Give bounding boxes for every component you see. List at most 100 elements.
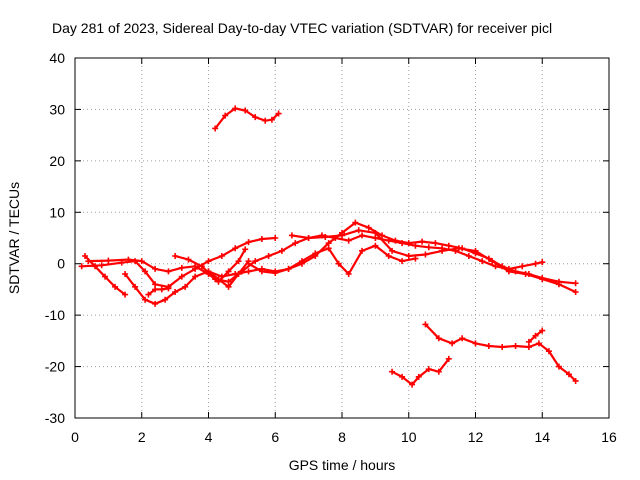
data-point xyxy=(445,242,452,249)
data-point xyxy=(432,240,439,247)
data-point xyxy=(212,276,219,283)
data-point xyxy=(232,245,239,252)
data-point xyxy=(125,256,132,263)
data-point xyxy=(539,259,546,266)
data-point xyxy=(345,271,352,277)
data-point xyxy=(268,116,275,123)
data-point xyxy=(182,283,189,290)
data-point xyxy=(292,240,299,247)
data-point xyxy=(459,335,466,342)
y-tick-label: 20 xyxy=(49,153,65,169)
data-point xyxy=(185,256,192,263)
data-point xyxy=(288,232,295,239)
data-point xyxy=(192,263,199,270)
data-point xyxy=(198,263,205,270)
y-tick-label: -10 xyxy=(45,307,65,323)
data-point xyxy=(422,251,429,258)
data-point xyxy=(472,340,479,347)
data-point xyxy=(112,283,119,290)
data-point xyxy=(252,114,259,121)
data-point xyxy=(122,291,129,298)
data-point xyxy=(222,112,229,119)
data-point xyxy=(258,236,265,243)
data-point xyxy=(435,368,442,375)
data-point xyxy=(262,117,269,124)
data-point xyxy=(372,229,379,236)
data-point xyxy=(522,271,529,277)
data-point xyxy=(512,343,519,349)
data-point xyxy=(555,363,562,370)
data-point xyxy=(405,253,412,259)
data-point xyxy=(415,373,422,380)
y-tick-label: 0 xyxy=(57,256,65,272)
data-point xyxy=(178,264,185,271)
data-point xyxy=(258,268,265,275)
data-point xyxy=(275,110,282,117)
data-point xyxy=(532,260,539,267)
data-point xyxy=(172,253,179,259)
data-point xyxy=(339,232,345,239)
data-point xyxy=(455,245,462,252)
data-point xyxy=(158,286,165,293)
data-point xyxy=(325,245,332,252)
data-point xyxy=(472,247,479,254)
x-axis-label: GPS time / hours xyxy=(289,457,396,473)
y-tick-label: -30 xyxy=(45,410,65,426)
data-point xyxy=(105,257,112,264)
data-point xyxy=(265,253,272,259)
data-point xyxy=(232,105,239,112)
data-point xyxy=(359,247,366,254)
data-point xyxy=(178,273,185,280)
data-point xyxy=(345,237,352,244)
series-line-s11 xyxy=(424,323,577,383)
data-point xyxy=(389,368,396,375)
data-point xyxy=(152,300,159,307)
data-point xyxy=(365,224,372,231)
x-axis: 0 2 4 6 8 10 12 14 16 xyxy=(71,58,617,445)
data-point xyxy=(172,289,179,295)
y-tick-label: 10 xyxy=(49,204,65,220)
data-point xyxy=(525,344,532,351)
x-tick-label: 4 xyxy=(205,429,213,445)
data-point xyxy=(405,240,412,247)
data-point xyxy=(142,296,149,303)
y-tick-label: 40 xyxy=(49,50,65,66)
data-point xyxy=(372,235,379,241)
data-point xyxy=(565,371,572,378)
data-point xyxy=(335,260,342,267)
data-point xyxy=(445,355,452,362)
data-point xyxy=(355,227,362,234)
data-point xyxy=(539,327,546,334)
y-tick-label: 30 xyxy=(49,101,65,117)
data-point xyxy=(205,268,212,275)
data-point xyxy=(425,366,432,373)
data-point xyxy=(152,286,159,293)
data-point xyxy=(145,291,152,298)
data-point xyxy=(539,276,546,283)
data-point xyxy=(545,348,552,355)
data-point xyxy=(572,280,579,287)
data-point xyxy=(489,258,496,265)
data-point xyxy=(218,253,225,259)
x-tick-label: 14 xyxy=(534,429,550,445)
data-point xyxy=(245,268,252,275)
data-point xyxy=(162,296,169,303)
data-point xyxy=(235,258,242,265)
data-point xyxy=(205,258,212,265)
data-point xyxy=(225,268,232,275)
data-point xyxy=(242,107,249,114)
x-tick-label: 10 xyxy=(401,429,417,445)
data-point xyxy=(422,321,429,328)
data-point xyxy=(352,219,359,226)
data-point xyxy=(439,247,446,254)
data-point xyxy=(525,338,532,345)
data-point xyxy=(399,373,406,380)
data-point xyxy=(572,289,579,295)
series-line-s5 xyxy=(147,287,170,296)
data-point xyxy=(532,332,539,339)
data-point xyxy=(312,253,319,259)
data-point xyxy=(555,281,562,288)
data-point xyxy=(412,255,419,262)
data-point xyxy=(449,340,456,347)
data-point xyxy=(165,268,172,275)
